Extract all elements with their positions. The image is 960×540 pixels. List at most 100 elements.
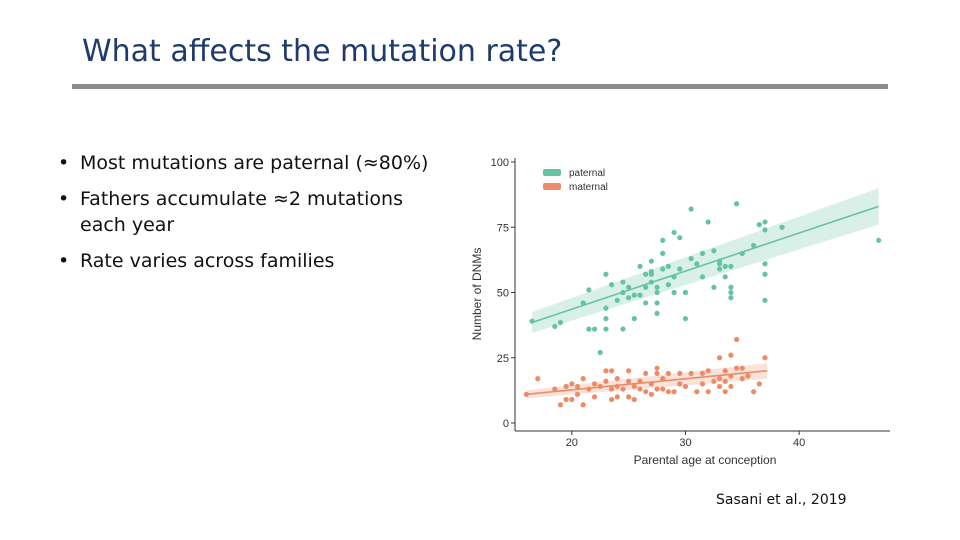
maternal-data-point: [563, 396, 569, 403]
paternal-fit-line: [531, 205, 879, 324]
maternal-data-point: [631, 383, 637, 390]
maternal-data-point: [756, 381, 762, 387]
paternal-data-point: [762, 271, 768, 277]
paternal-data-point: [728, 289, 734, 296]
y-axis-label: Number of DNMs: [470, 248, 484, 341]
maternal-data-point: [580, 402, 586, 408]
y-tick-label: 75: [497, 222, 509, 234]
maternal-data-point: [626, 394, 632, 400]
paternal-data-point: [733, 201, 740, 207]
paternal-data-point: [722, 263, 728, 269]
maternal-data-point: [762, 355, 768, 361]
paternal-data-point: [591, 326, 598, 332]
bullet-list: Most mutations are paternal (≈80%) Fathe…: [58, 150, 448, 284]
maternal-data-point: [688, 370, 694, 377]
maternal-data-point: [665, 389, 672, 395]
paternal-data-point: [677, 266, 683, 272]
maternal-data-point: [722, 389, 728, 395]
maternal-data-point: [603, 368, 609, 374]
maternal-data-point: [626, 378, 632, 384]
maternal-data-point: [654, 386, 660, 392]
paternal-data-point: [876, 237, 882, 243]
paternal-data-point: [552, 323, 558, 330]
paternal-data-point: [603, 305, 609, 311]
paternal-data-point: [694, 261, 700, 267]
legend-swatch-paternal: [543, 169, 561, 176]
maternal-data-point: [677, 370, 683, 377]
maternal-data-point: [574, 383, 581, 390]
paternal-data-point: [688, 206, 694, 212]
maternal-data-point: [608, 396, 615, 403]
maternal-data-point: [523, 391, 529, 397]
paternal-data-point: [660, 250, 666, 256]
maternal-data-point: [705, 368, 711, 374]
y-tick-label: 25: [497, 353, 509, 365]
y-tick-label: 50: [497, 288, 509, 300]
paternal-data-point: [654, 289, 660, 296]
maternal-data-point: [580, 376, 586, 382]
slide-title: What affects the mutation rate?: [82, 34, 563, 69]
maternal-data-point: [739, 376, 745, 382]
maternal-data-point: [614, 394, 620, 400]
paternal-data-point: [728, 263, 734, 269]
paternal-data-point: [762, 219, 768, 225]
paternal-data-point: [711, 248, 717, 254]
maternal-data-point: [665, 370, 672, 377]
maternal-data-point: [614, 376, 620, 382]
maternal-data-point: [660, 376, 666, 382]
maternal-data-point: [677, 381, 683, 387]
maternal-data-point: [699, 381, 706, 387]
paternal-data-point: [660, 237, 666, 243]
paternal-data-point: [626, 295, 632, 301]
legend-swatch-maternal: [543, 183, 561, 190]
paternal-data-point: [722, 274, 728, 280]
paternal-data-point: [660, 266, 666, 272]
maternal-data-point: [682, 383, 689, 390]
maternal-data-point: [643, 370, 649, 377]
y-tick-label: 0: [503, 418, 509, 430]
data-points: [523, 201, 882, 408]
maternal-data-point: [716, 383, 723, 390]
maternal-data-point: [535, 376, 541, 382]
legend-label-maternal: maternal: [569, 182, 608, 193]
citation: Sasani et al., 2019: [716, 492, 847, 508]
bullet-item: Most mutations are paternal (≈80%): [58, 150, 448, 176]
paternal-data-point: [586, 287, 592, 293]
maternal-data-point: [648, 391, 654, 397]
paternal-data-point: [648, 258, 654, 264]
maternal-data-point: [552, 386, 558, 392]
paternal-data-point: [762, 261, 768, 267]
maternal-fit-line: [526, 370, 768, 396]
y-tick-labels: 0 25 50 75 100: [491, 157, 509, 430]
paternal-data-point: [586, 326, 592, 332]
paternal-data-point: [751, 242, 757, 249]
title-divider: [72, 84, 888, 89]
paternal-data-point: [608, 282, 615, 288]
paternal-data-point: [637, 292, 643, 298]
maternal-data-point: [643, 389, 649, 395]
bullet-item: Fathers accumulate ≈2 mutations each yea…: [58, 186, 448, 238]
paternal-data-point: [603, 316, 609, 322]
paternal-data-point: [626, 284, 632, 290]
maternal-data-point: [569, 396, 575, 403]
maternal-data-point: [620, 386, 626, 392]
legend: paternal maternal: [543, 168, 608, 193]
paternal-data-point: [603, 326, 609, 332]
paternal-data-point: [597, 349, 603, 356]
paternal-data-point: [637, 263, 643, 269]
paternal-data-point: [677, 235, 683, 241]
x-axis-label: Parental age at conception: [634, 453, 777, 467]
paternal-data-point: [671, 289, 677, 296]
paternal-data-point: [688, 255, 694, 262]
paternal-data-point: [665, 263, 672, 269]
paternal-data-point: [643, 271, 649, 277]
ci-bands: [526, 188, 879, 399]
maternal-data-point: [591, 381, 598, 387]
paternal-data-point: [665, 282, 672, 288]
x-tick-labels: 20 30 40: [566, 437, 806, 449]
maternal-data-point: [722, 378, 728, 384]
maternal-data-point: [631, 396, 637, 403]
paternal-data-point: [682, 289, 689, 296]
paternal-data-point: [631, 316, 637, 322]
paternal-data-point: [654, 284, 660, 290]
